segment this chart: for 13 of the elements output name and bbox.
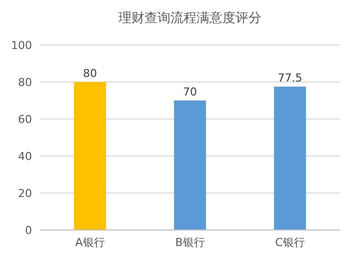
data-label: 80 [83,67,97,80]
data-label: 70 [183,86,197,98]
ytick: 20 [18,187,32,200]
data-label: 77.5 [278,72,302,85]
ytick: 60 [18,113,32,126]
ytick: 0 [25,224,32,237]
ytick: 40 [18,150,32,163]
ytick: 80 [18,76,32,89]
xtick: B银行 [175,236,205,249]
title: 理财查询流程满意度评分 [118,11,262,26]
xtick: C银行 [275,236,305,249]
ytick: 100 [11,39,32,52]
xtick: A银行 [75,236,105,249]
